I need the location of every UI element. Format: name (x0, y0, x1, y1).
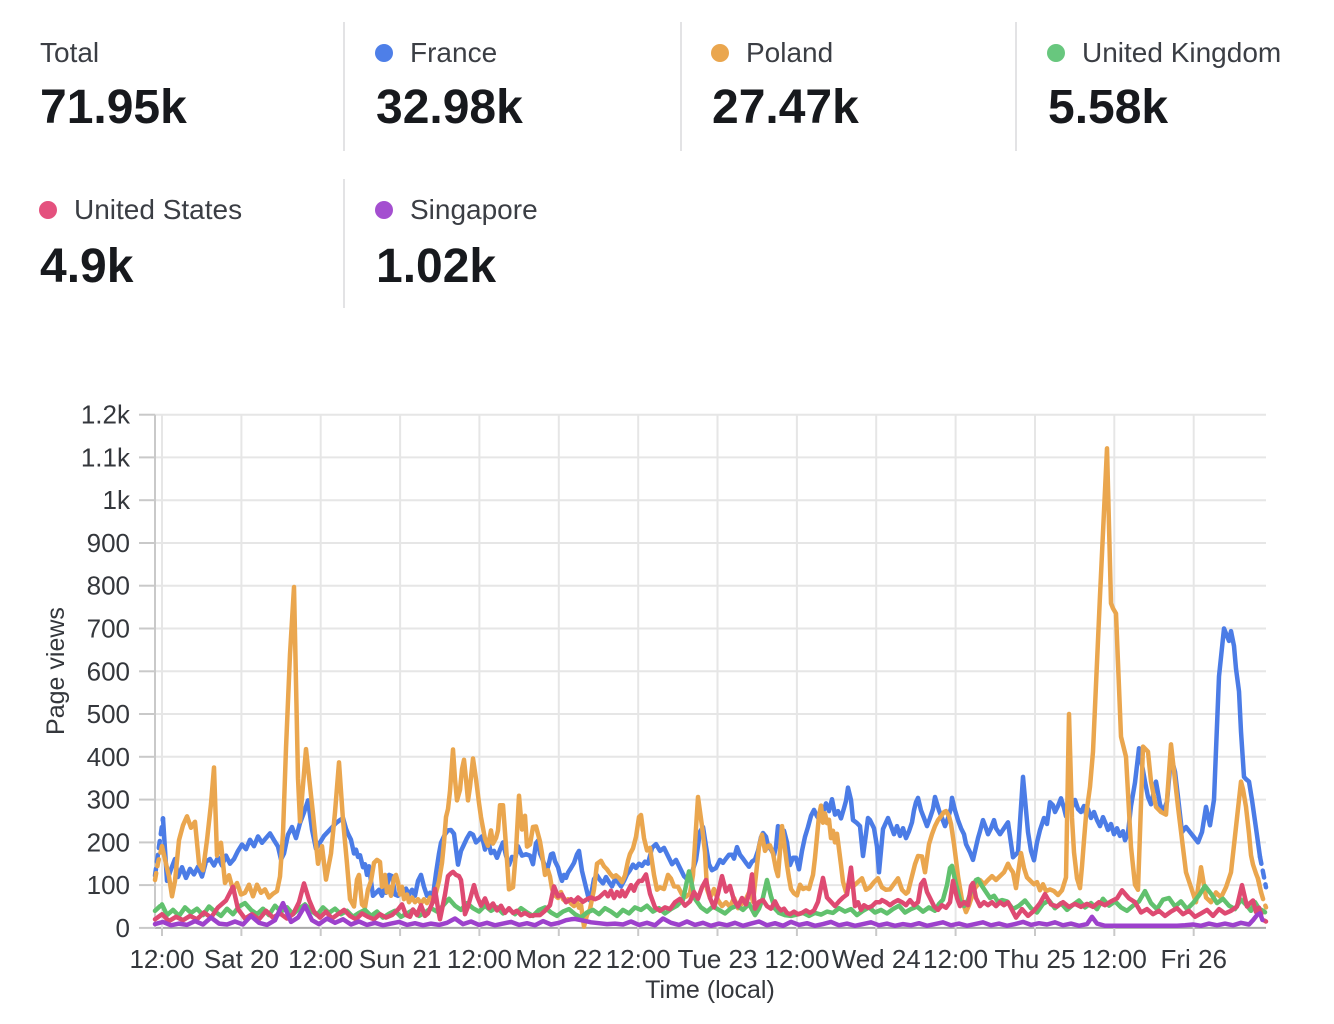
svg-text:1.2k: 1.2k (81, 400, 131, 430)
svg-text:Wed 24: Wed 24 (832, 944, 921, 974)
svg-text:Time (local): Time (local) (645, 976, 775, 1004)
svg-text:Sat 20: Sat 20 (204, 944, 279, 974)
svg-text:12:00: 12:00 (1082, 944, 1147, 974)
svg-text:800: 800 (87, 571, 130, 601)
svg-text:1k: 1k (103, 485, 131, 515)
svg-text:12:00: 12:00 (447, 944, 512, 974)
svg-text:300: 300 (87, 785, 130, 815)
svg-text:900: 900 (87, 528, 130, 558)
svg-text:12:00: 12:00 (129, 944, 194, 974)
svg-text:200: 200 (87, 827, 130, 857)
svg-text:12:00: 12:00 (606, 944, 671, 974)
svg-text:12:00: 12:00 (923, 944, 988, 974)
svg-text:100: 100 (87, 870, 130, 900)
svg-text:Page views: Page views (42, 607, 70, 735)
svg-text:400: 400 (87, 742, 130, 772)
svg-text:700: 700 (87, 614, 130, 644)
svg-text:Mon 22: Mon 22 (515, 944, 602, 974)
svg-text:600: 600 (87, 656, 130, 686)
svg-text:12:00: 12:00 (764, 944, 829, 974)
svg-text:Thu 25: Thu 25 (995, 944, 1076, 974)
svg-text:Sun 21: Sun 21 (359, 944, 441, 974)
svg-text:0: 0 (116, 913, 130, 943)
svg-text:12:00: 12:00 (288, 944, 353, 974)
svg-text:500: 500 (87, 699, 130, 729)
svg-text:Fri 26: Fri 26 (1160, 944, 1226, 974)
svg-text:Tue 23: Tue 23 (678, 944, 758, 974)
svg-text:1.1k: 1.1k (81, 442, 131, 472)
